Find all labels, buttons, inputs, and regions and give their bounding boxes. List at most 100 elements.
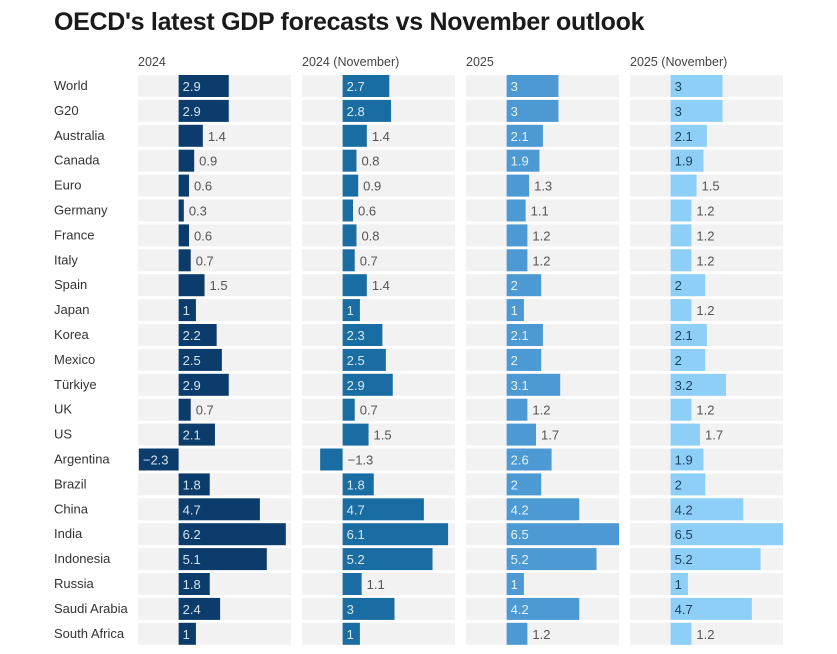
row-background: [138, 274, 291, 297]
data-label: 0.6: [194, 228, 212, 243]
data-label: 4.2: [511, 502, 529, 517]
data-label: 1.2: [696, 204, 714, 219]
bar: [670, 224, 692, 247]
data-label: 2.5: [183, 353, 201, 368]
row-background: [138, 398, 291, 421]
bar: [178, 199, 184, 222]
data-label: 1.3: [534, 179, 552, 194]
row-background: [466, 473, 619, 496]
bar: [670, 124, 707, 147]
bar: [342, 548, 433, 571]
data-label: 2.1: [511, 328, 529, 343]
bar: [670, 523, 783, 546]
data-label: 1.2: [696, 228, 714, 243]
row-background: [466, 398, 619, 421]
bar: [178, 548, 267, 571]
row-background: [302, 174, 455, 197]
category-label: Canada: [54, 153, 100, 168]
bar: [670, 573, 688, 595]
data-label: 5.1: [183, 552, 201, 567]
data-label: 2: [675, 477, 682, 492]
row-background: [466, 423, 619, 446]
bar: [178, 373, 229, 396]
bar: [178, 498, 260, 521]
data-label: 0.9: [363, 179, 381, 194]
bar: [178, 124, 203, 147]
data-label: 3: [511, 104, 518, 119]
bar: [342, 423, 369, 446]
data-label: 1.2: [532, 253, 550, 268]
row-background: [630, 398, 783, 421]
category-label: Indonesia: [54, 551, 111, 566]
data-label: 0.6: [358, 204, 376, 219]
data-label: 1: [511, 577, 518, 592]
bar: [178, 398, 191, 421]
row-background: [630, 573, 783, 595]
data-label: 3: [675, 104, 682, 119]
data-label: 1.7: [705, 428, 723, 443]
bar: [506, 99, 559, 122]
data-label: 6.1: [347, 527, 365, 542]
row-background: [630, 199, 783, 222]
bar: [342, 124, 367, 147]
data-label: 3: [347, 602, 354, 617]
data-label: 1.9: [675, 154, 693, 169]
data-label: 2.3: [347, 328, 365, 343]
row-background: [466, 348, 619, 371]
data-label: 1.9: [511, 154, 529, 169]
row-background: [138, 249, 291, 272]
bar: [178, 324, 217, 346]
row-background: [466, 224, 619, 247]
data-label: 1.1: [531, 204, 549, 219]
data-label: 1.8: [183, 577, 201, 592]
row-background: [630, 423, 783, 446]
data-label: 3: [511, 79, 518, 94]
bar: [506, 398, 528, 421]
bar: [506, 548, 597, 571]
bar: [342, 224, 357, 247]
data-label: 1.7: [541, 428, 559, 443]
bar: [506, 149, 540, 172]
bar: [178, 174, 189, 197]
data-label: 4.2: [511, 602, 529, 617]
bar: [178, 523, 286, 546]
bar: [506, 448, 552, 471]
data-label: 4.7: [675, 602, 693, 617]
bar: [506, 199, 526, 222]
bar: [670, 199, 692, 222]
bar: [670, 299, 692, 322]
row-background: [138, 573, 291, 595]
category-label: Türkiye: [54, 377, 97, 392]
row-background: [630, 274, 783, 297]
data-label: 1.4: [372, 129, 390, 144]
row-background: [138, 174, 291, 197]
series-header: 2024: [138, 55, 166, 69]
data-label: 1.5: [374, 428, 392, 443]
category-label: Euro: [54, 178, 81, 193]
category-label: Argentina: [54, 452, 110, 467]
row-background: [630, 249, 783, 272]
data-label: 1.8: [183, 477, 201, 492]
data-label: 5.2: [347, 552, 365, 567]
row-background: [138, 299, 291, 322]
bar: [670, 324, 707, 346]
series-header: 2025: [466, 55, 494, 69]
bar: [670, 398, 692, 421]
data-label: 1.4: [208, 129, 226, 144]
bar: [342, 523, 449, 546]
category-label: France: [54, 227, 94, 242]
bar: [506, 299, 524, 322]
row-background: [302, 423, 455, 446]
bar: [178, 75, 229, 97]
data-label: 1.9: [675, 453, 693, 468]
row-background: [630, 473, 783, 496]
bar: [342, 398, 355, 421]
category-label: US: [54, 427, 72, 442]
data-label: 2.9: [183, 79, 201, 94]
row-background: [302, 274, 455, 297]
bar: [506, 324, 543, 346]
bar: [506, 274, 542, 297]
row-background: [302, 224, 455, 247]
row-background: [302, 299, 455, 322]
